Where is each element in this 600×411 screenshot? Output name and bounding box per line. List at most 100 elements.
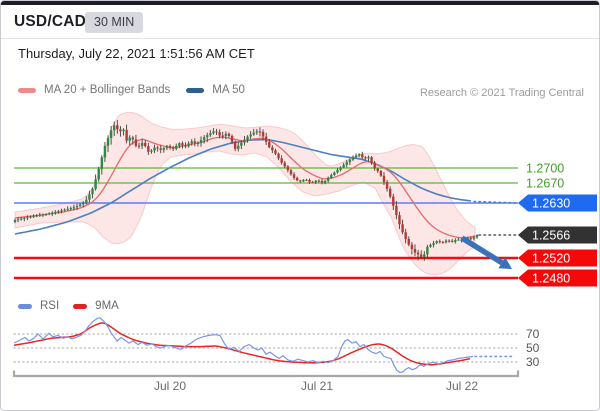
price-tag-label-1.2520: 1.2520 xyxy=(532,252,570,266)
price-label-1.2700: 1.2700 xyxy=(526,162,564,176)
candle-body xyxy=(246,136,249,140)
candle-body xyxy=(221,135,224,137)
price-label-1.2670: 1.2670 xyxy=(526,177,564,191)
rsi-gridline-label-30: 30 xyxy=(526,355,540,369)
legend-ma50-label: MA 50 xyxy=(212,84,245,96)
legend-ma20-label: MA 20 + Bollinger Bands xyxy=(44,84,171,96)
candle-body xyxy=(370,157,373,163)
candle-body xyxy=(78,204,82,206)
candle-body xyxy=(66,208,69,210)
candle-body xyxy=(354,155,358,158)
candle-body xyxy=(237,145,240,149)
time-axis-label-jul-22: Jul 22 xyxy=(446,379,478,393)
price-tag-1.2630 xyxy=(518,194,597,212)
candle-body xyxy=(41,214,45,216)
candle-body xyxy=(423,254,426,257)
candle-body xyxy=(320,180,324,183)
candle-body xyxy=(88,194,91,200)
candle-body xyxy=(44,214,48,216)
candle-body xyxy=(398,215,401,225)
legend-item-ma50: MA 50 xyxy=(186,84,245,96)
candle-body xyxy=(212,131,215,134)
candle-body xyxy=(469,238,472,240)
candle-body xyxy=(444,240,448,243)
candle-body xyxy=(330,175,333,178)
candle-body xyxy=(295,177,299,181)
candle-body xyxy=(333,172,336,176)
candle-body xyxy=(323,180,327,183)
rsi-9ma-line xyxy=(13,322,471,366)
candle-body xyxy=(407,239,410,245)
rsi-gridline-label-70: 70 xyxy=(526,327,540,341)
candle-body xyxy=(144,142,147,147)
candle-body xyxy=(20,218,23,220)
forecast-arrow-shaft xyxy=(460,235,504,266)
candle-body xyxy=(159,148,162,150)
candle-body xyxy=(196,142,200,144)
pair-title: USD/CAD xyxy=(14,13,87,30)
candle-body xyxy=(388,188,392,197)
candle-body xyxy=(438,241,441,243)
candle-body xyxy=(54,211,57,213)
candle-body xyxy=(261,131,265,137)
candle-body xyxy=(137,145,141,147)
candle-body xyxy=(441,242,445,244)
candle-body xyxy=(224,133,228,136)
candle-body xyxy=(156,147,159,149)
candle-body xyxy=(94,179,97,189)
candle-body xyxy=(162,148,166,150)
candle-body xyxy=(206,135,209,138)
bollinger-band-area xyxy=(14,111,476,276)
chart-datetime: Thursday, July 22, 2021 1:51:56 AM CET xyxy=(18,46,255,61)
candle-body xyxy=(401,224,404,233)
candle-body xyxy=(450,240,454,242)
candle-body xyxy=(268,141,271,148)
candle-body xyxy=(153,147,156,151)
candle-body xyxy=(32,216,35,218)
candle-body xyxy=(342,164,345,168)
candle-body xyxy=(103,145,107,158)
price-tag-1.2520 xyxy=(518,249,597,267)
time-axis xyxy=(12,370,520,378)
candle-body xyxy=(128,137,131,141)
candle-body xyxy=(72,207,76,209)
candle-body xyxy=(299,180,302,182)
top-accent-bar xyxy=(1,1,599,5)
candle-body xyxy=(280,158,283,163)
candle-body xyxy=(165,146,169,149)
candle-body xyxy=(426,246,429,255)
candle-body xyxy=(113,125,116,131)
candle-body xyxy=(252,132,255,135)
candle-body xyxy=(302,179,305,182)
price-tag-label-1.2480: 1.2480 xyxy=(532,272,570,286)
candle-body xyxy=(23,217,26,219)
candle-body xyxy=(116,125,119,130)
candle-body xyxy=(277,153,280,159)
legend-rsi-label: RSI xyxy=(40,300,60,312)
candle-body xyxy=(13,220,17,222)
candle-body xyxy=(404,232,407,240)
candle-body xyxy=(392,196,395,206)
candle-body xyxy=(16,219,20,221)
candle-body xyxy=(26,217,29,219)
candle-body xyxy=(243,139,246,143)
timeframe-badge: 30 MIN xyxy=(85,12,144,33)
candle-body xyxy=(75,205,79,208)
candle-body xyxy=(181,143,184,146)
legend-9ma-label: 9MA xyxy=(95,300,119,312)
rsi-legend: RSI 9MA xyxy=(18,300,119,312)
rsi-ma-swatch-icon xyxy=(73,303,88,309)
candle-body xyxy=(314,180,317,183)
candle-body xyxy=(134,139,138,146)
candle-body xyxy=(454,240,457,242)
candle-body xyxy=(472,237,476,239)
candle-body xyxy=(317,180,321,182)
candle-body xyxy=(230,135,234,142)
candle-body xyxy=(283,162,286,167)
candle-body xyxy=(286,166,290,171)
candle-body xyxy=(97,168,100,180)
candle-body xyxy=(209,133,212,136)
candle-body xyxy=(69,208,73,210)
candle-body xyxy=(150,150,153,152)
candle-body xyxy=(419,254,423,257)
